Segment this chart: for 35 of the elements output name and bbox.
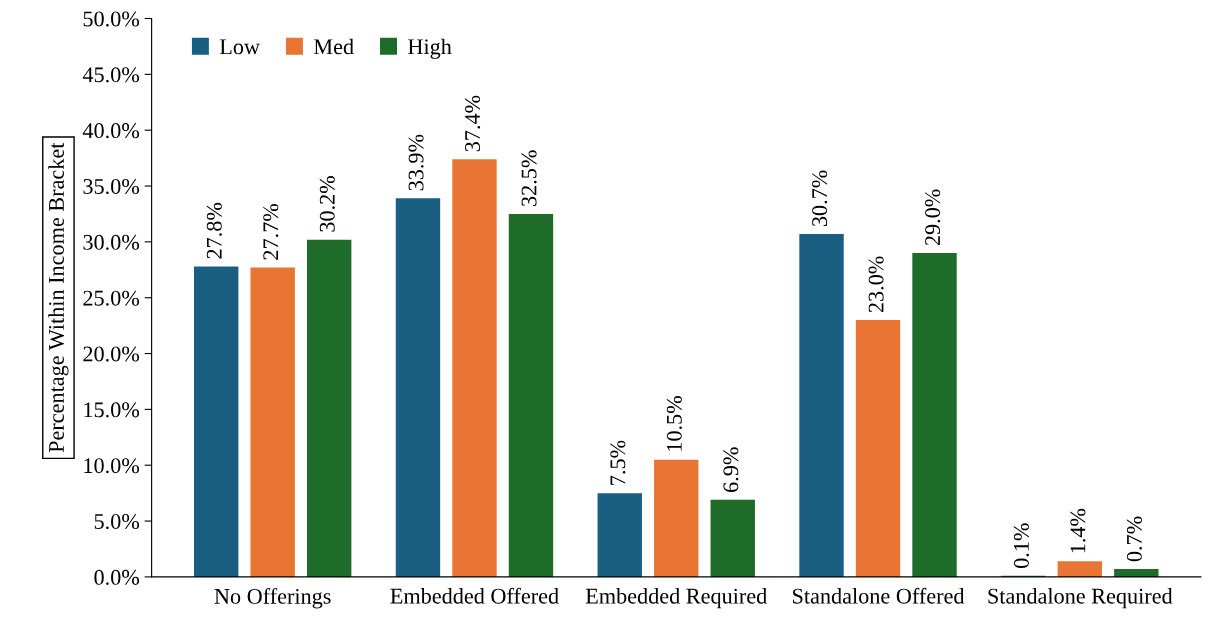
legend-label: Low bbox=[219, 39, 260, 55]
data-label: 7.5% bbox=[610, 440, 626, 485]
x-tick-label: Embedded Offered bbox=[390, 587, 559, 604]
y-tick-label: 25.0% bbox=[83, 290, 140, 306]
y-tick-label: 50.0% bbox=[83, 11, 140, 27]
data-label: 27.8% bbox=[206, 202, 222, 259]
data-label: 0.1% bbox=[1013, 523, 1029, 568]
x-tick-label: Standalone Required bbox=[988, 588, 1173, 609]
data-label: 23.0% bbox=[868, 256, 884, 313]
y-tick-label: 0.0% bbox=[94, 569, 140, 585]
x-tick-label: Embedded Required bbox=[585, 588, 767, 609]
data-label: 37.4% bbox=[465, 95, 481, 152]
data-label: 29.0% bbox=[925, 189, 941, 246]
data-label: 30.7% bbox=[812, 170, 828, 227]
data-label: 10.5% bbox=[666, 396, 682, 451]
y-tick-label: 40.0% bbox=[82, 123, 140, 139]
data-label: 6.9% bbox=[723, 447, 739, 492]
data-label: 27.7% bbox=[263, 203, 279, 260]
y-tick-label: 15.0% bbox=[84, 402, 140, 418]
data-label: 0.7% bbox=[1126, 516, 1142, 562]
legend-label: Med bbox=[313, 38, 354, 55]
x-tick-label: Standalone Offered bbox=[793, 587, 965, 604]
data-label: 1.4% bbox=[1070, 508, 1086, 553]
y-tick-label: 35.0% bbox=[83, 178, 140, 195]
legend-label: High bbox=[408, 38, 452, 59]
data-label: 32.5% bbox=[521, 150, 537, 206]
y-tick-label: 45.0% bbox=[82, 67, 140, 83]
y-tick-label: 5.0% bbox=[94, 513, 140, 530]
data-label: 30.2% bbox=[319, 176, 335, 232]
x-tick-label: No Offerings bbox=[214, 588, 331, 609]
y-axis-title: Percentage Within Income Bracket bbox=[48, 142, 69, 453]
y-tick-label: 30.0% bbox=[83, 234, 140, 250]
y-tick-label: 20.0% bbox=[83, 346, 140, 362]
y-tick-label: 10.0% bbox=[84, 458, 140, 474]
data-label: 33.9% bbox=[408, 134, 424, 191]
